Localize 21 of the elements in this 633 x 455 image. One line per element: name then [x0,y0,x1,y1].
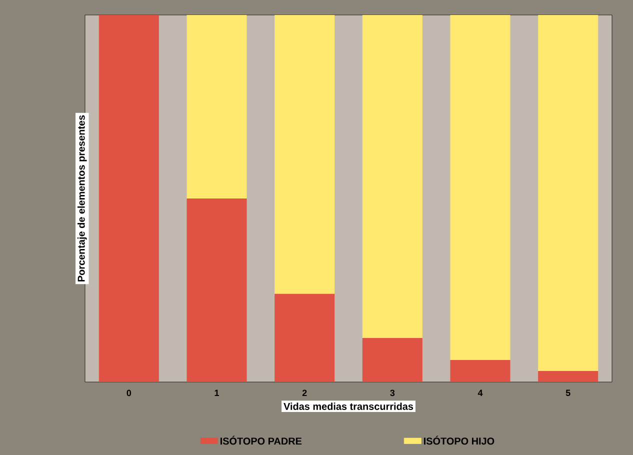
x-tick-label: 2 [302,390,307,396]
x-tick-label: 0 [126,390,132,396]
bar [274,294,335,382]
bar [450,360,510,382]
x-tick-label: 4 [478,390,483,396]
legend-label: ISÓTOPO HIJO [424,436,494,445]
legend-label: ISÓTOPO PADRE [220,436,302,445]
bar [274,14,335,294]
bar [362,14,422,338]
y-axis-title: Porcentaje de elementos presentes [78,115,87,282]
bar [362,338,422,382]
bar [538,370,598,382]
x-tick-label: 1 [214,390,219,396]
bar [450,14,510,360]
bar [186,14,247,198]
x-tick-label: 5 [566,390,570,396]
x-axis-title: Vidas medias transcurridas [284,402,414,410]
bar [186,198,247,382]
x-tick-label: 3 [390,390,395,396]
bar [98,14,159,382]
bar [538,14,598,371]
